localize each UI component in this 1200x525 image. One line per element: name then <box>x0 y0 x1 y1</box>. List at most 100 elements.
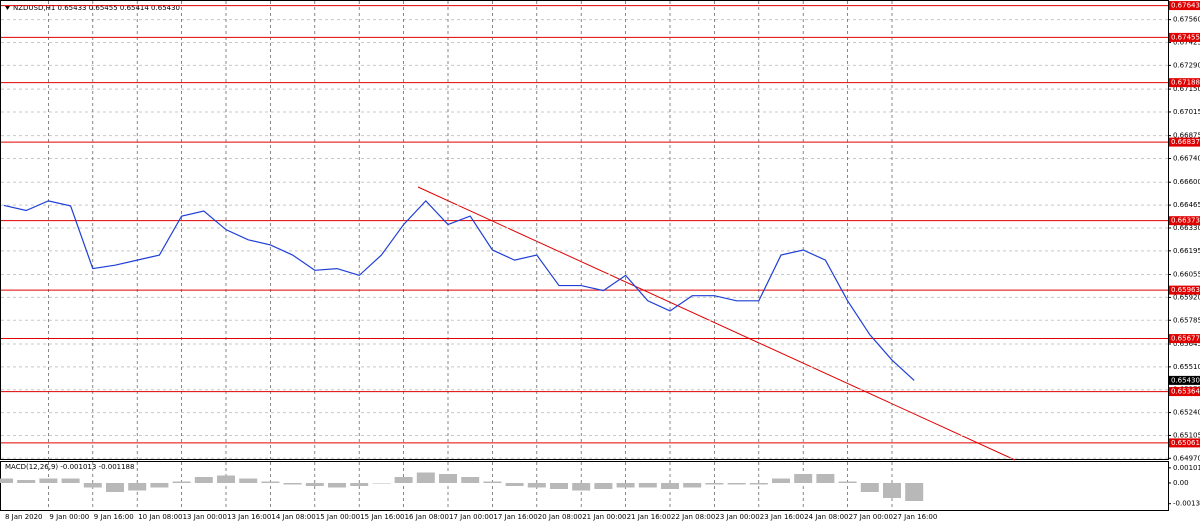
price-line <box>3 199 915 381</box>
chart-title: NZDUSD,H1 0.65433 0.65455 0.65414 0.6543… <box>13 4 180 12</box>
x-tick-label: 24 Jan 08:00 <box>804 513 848 521</box>
macd-bar <box>638 483 657 488</box>
macd-title: MACD(12,26,9) -0.001013 -0.001188 <box>5 463 134 471</box>
x-tick-label: 13 Jan 00:00 <box>183 513 227 521</box>
y-tick-label: 0.67560 <box>1173 16 1200 24</box>
y-tick-label: 0.65105 <box>1173 431 1200 439</box>
y-tick-label: -0.001378 <box>1173 500 1200 508</box>
macd-bar <box>172 481 191 483</box>
y-tick-label: 0.66195 <box>1173 247 1200 255</box>
level-tag <box>1169 32 1200 42</box>
macd-bar <box>194 477 213 483</box>
x-tick-label: 17 Jan 00:00 <box>449 513 493 521</box>
y-tick-label: 0.64970 <box>1173 454 1200 462</box>
y-tick-label: 0.65645 <box>1173 340 1200 348</box>
macd-bar <box>905 483 924 501</box>
macd-bar <box>239 478 258 483</box>
x-tick-label: 14 Jan 08:00 <box>271 513 315 521</box>
y-tick-label: 0.66600 <box>1173 178 1200 186</box>
macd-bar <box>106 483 124 492</box>
level-label: 0.66373 <box>1171 217 1200 225</box>
macd-bar <box>749 483 768 485</box>
x-tick-label: 22 Jan 08:00 <box>671 513 715 521</box>
macd-bar <box>305 483 324 486</box>
y-tick-label: 0.65785 <box>1173 316 1200 324</box>
y-tick-label: 0.00 <box>1173 479 1189 487</box>
x-tick-label: 16 Jan 08:00 <box>405 513 449 521</box>
y-tick-label: 0.66465 <box>1173 201 1200 209</box>
level-label: 0.65364 <box>1171 388 1200 396</box>
x-tick-label: 8 Jan 2020 <box>5 513 43 521</box>
macd-bar <box>372 483 391 484</box>
macd-bar <box>483 481 502 483</box>
macd-bar <box>838 481 857 483</box>
level-tag <box>1169 137 1200 147</box>
x-tick-label: 27 Jan 16:00 <box>893 513 937 521</box>
macd-bar <box>416 472 435 483</box>
macd-bar <box>461 477 480 483</box>
x-tick-label: 15 Jan 16:00 <box>360 513 404 521</box>
x-tick-label: 13 Jan 16:00 <box>227 513 271 521</box>
macd-bar <box>394 477 413 483</box>
y-tick-label: 0.65920 <box>1173 293 1200 301</box>
level-label: 0.67643 <box>1171 2 1200 10</box>
macd-bar <box>128 483 147 491</box>
macd-bar <box>150 483 169 488</box>
macd-bar <box>794 474 813 483</box>
level-tag <box>1169 438 1200 448</box>
macd-bar <box>616 483 635 488</box>
macd-bar <box>527 483 546 488</box>
y-tick-label: 0.67150 <box>1173 85 1200 93</box>
macd-bar <box>683 483 702 488</box>
level-label: 0.65963 <box>1171 286 1200 294</box>
x-tick-label: 27 Jan 00:00 <box>849 513 893 521</box>
macd-bar <box>261 481 280 483</box>
macd-bar <box>39 478 58 483</box>
macd-bar <box>550 483 568 489</box>
macd-bar <box>83 483 102 488</box>
y-tick-label: 0.65240 <box>1173 409 1200 417</box>
macd-bar <box>883 483 901 498</box>
level-label: 0.65061 <box>1171 439 1200 447</box>
x-tick-label: 20 Jan 08:00 <box>538 513 582 521</box>
macd-bar <box>350 483 369 486</box>
macd-bar <box>727 483 746 485</box>
x-tick-label: 21 Jan 16:00 <box>627 513 671 521</box>
level-tag <box>1169 78 1200 88</box>
y-tick-label: 0.66740 <box>1173 155 1200 163</box>
macd-bar <box>439 474 457 483</box>
x-tick-label: 9 Jan 16:00 <box>94 513 134 521</box>
macd-bar <box>0 478 13 483</box>
y-tick-label: 0.67290 <box>1173 61 1200 69</box>
macd-bar <box>661 483 679 489</box>
macd-bar <box>572 483 591 491</box>
macd-bar <box>860 483 879 492</box>
macd-bar <box>217 475 235 483</box>
level-tag <box>1169 1 1200 11</box>
macd-bar <box>816 474 835 483</box>
y-tick-label: 0.67015 <box>1173 108 1200 116</box>
x-tick-label: 23 Jan 00:00 <box>715 513 759 521</box>
macd-bar <box>594 483 613 489</box>
macd-bar <box>505 483 524 486</box>
x-tick-label: 10 Jan 08:00 <box>138 513 182 521</box>
x-tick-label: 15 Jan 00:00 <box>316 513 360 521</box>
x-tick-label: 21 Jan 00:00 <box>582 513 626 521</box>
x-tick-label: 9 Jan 00:00 <box>49 513 89 521</box>
level-label: 0.67455 <box>1171 33 1200 41</box>
level-label: 0.66837 <box>1171 138 1200 146</box>
main-pane <box>0 0 1169 460</box>
y-tick-label: 0.66055 <box>1173 271 1200 279</box>
level-label: 0.67188 <box>1171 79 1200 87</box>
macd-bar <box>328 483 346 488</box>
menu-arrow[interactable] <box>5 6 10 10</box>
last-price-tag <box>1169 375 1200 385</box>
level-tag <box>1169 334 1200 344</box>
y-tick-label: 0.66330 <box>1173 224 1200 232</box>
y-tick-label: 0.67425 <box>1173 38 1200 46</box>
level-tag <box>1169 285 1200 295</box>
macd-bar <box>283 483 302 485</box>
y-tick-label: 0.00101 <box>1173 464 1200 472</box>
macd-bar <box>17 480 36 483</box>
